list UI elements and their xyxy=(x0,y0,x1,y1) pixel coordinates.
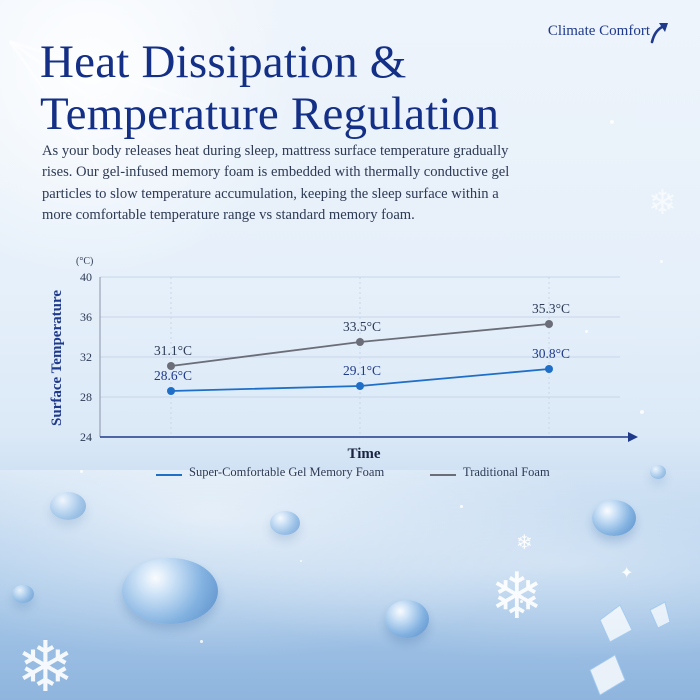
y-tick-label: 40 xyxy=(80,270,92,284)
y-tick-label: 28 xyxy=(80,390,92,404)
data-point xyxy=(356,382,364,390)
page-title: Heat Dissipation & Temperature Regulatio… xyxy=(40,36,499,140)
snow-ground xyxy=(0,470,700,700)
y-tick-label: 36 xyxy=(80,310,92,324)
water-droplet xyxy=(385,600,429,638)
snow-speck xyxy=(585,330,588,333)
data-label: 33.5°C xyxy=(343,319,381,334)
data-point xyxy=(545,365,553,373)
chart-series: 28.6°C 29.1°C 30.8°C 31.1°C 33.5°C 35.3°C xyxy=(154,301,570,395)
water-droplet xyxy=(270,511,300,535)
chart-axes: (°C) Surface Temperature Time xyxy=(49,256,638,462)
water-droplet xyxy=(650,465,666,479)
legend-swatch xyxy=(156,474,182,476)
snow-speck xyxy=(300,560,302,562)
snow-speck xyxy=(200,640,203,643)
data-point xyxy=(167,387,175,395)
brand-label: Climate Comfort xyxy=(547,23,650,39)
curved-up-arrow-icon xyxy=(650,23,668,44)
snow-speck xyxy=(520,600,523,603)
water-droplet xyxy=(122,558,218,624)
ice-crystals xyxy=(589,601,671,696)
legend-swatch xyxy=(430,474,456,476)
data-label: 29.1°C xyxy=(343,363,381,378)
title-line-2: Temperature Regulation xyxy=(40,88,500,140)
data-label: 35.3°C xyxy=(532,301,570,316)
data-point xyxy=(167,362,175,370)
chart-grid xyxy=(100,276,620,437)
data-point xyxy=(545,320,553,328)
data-label: 28.6°C xyxy=(154,368,192,383)
data-point xyxy=(356,338,364,346)
snow-speck xyxy=(640,410,644,414)
legend-label: Traditional Foam xyxy=(463,465,550,479)
snowflake-icon: ✦ xyxy=(620,563,634,582)
y-axis-label: Surface Temperature xyxy=(49,290,65,426)
y-tick-label: 24 xyxy=(80,430,92,444)
title-line-1: Heat Dissipation & xyxy=(40,36,407,88)
description-text: As your body releases heat during sleep,… xyxy=(42,143,510,223)
water-droplet xyxy=(12,585,34,603)
snowflake-icon: ❄ xyxy=(16,626,75,700)
x-axis-arrow-icon xyxy=(628,432,638,442)
water-droplet xyxy=(50,492,86,520)
data-label: 31.1°C xyxy=(154,343,192,358)
snowflake-icon: ❄ xyxy=(648,183,677,223)
y-tick-label: 32 xyxy=(80,350,92,364)
data-label: 30.8°C xyxy=(532,346,570,361)
y-tick-labels: 24 28 32 36 40 xyxy=(80,270,92,444)
snowflake-icon: ❄ xyxy=(516,530,533,554)
snow-speck xyxy=(80,470,83,473)
snow-speck xyxy=(610,120,614,124)
y-axis-unit: (°C) xyxy=(76,256,93,267)
snow-speck xyxy=(660,260,663,263)
x-axis-label: Time xyxy=(347,446,380,462)
snow-speck xyxy=(460,505,463,508)
snowflake-icon: ❄ xyxy=(490,560,544,634)
legend-label: Super-Comfortable Gel Memory Foam xyxy=(189,465,385,479)
water-droplet xyxy=(592,500,636,536)
